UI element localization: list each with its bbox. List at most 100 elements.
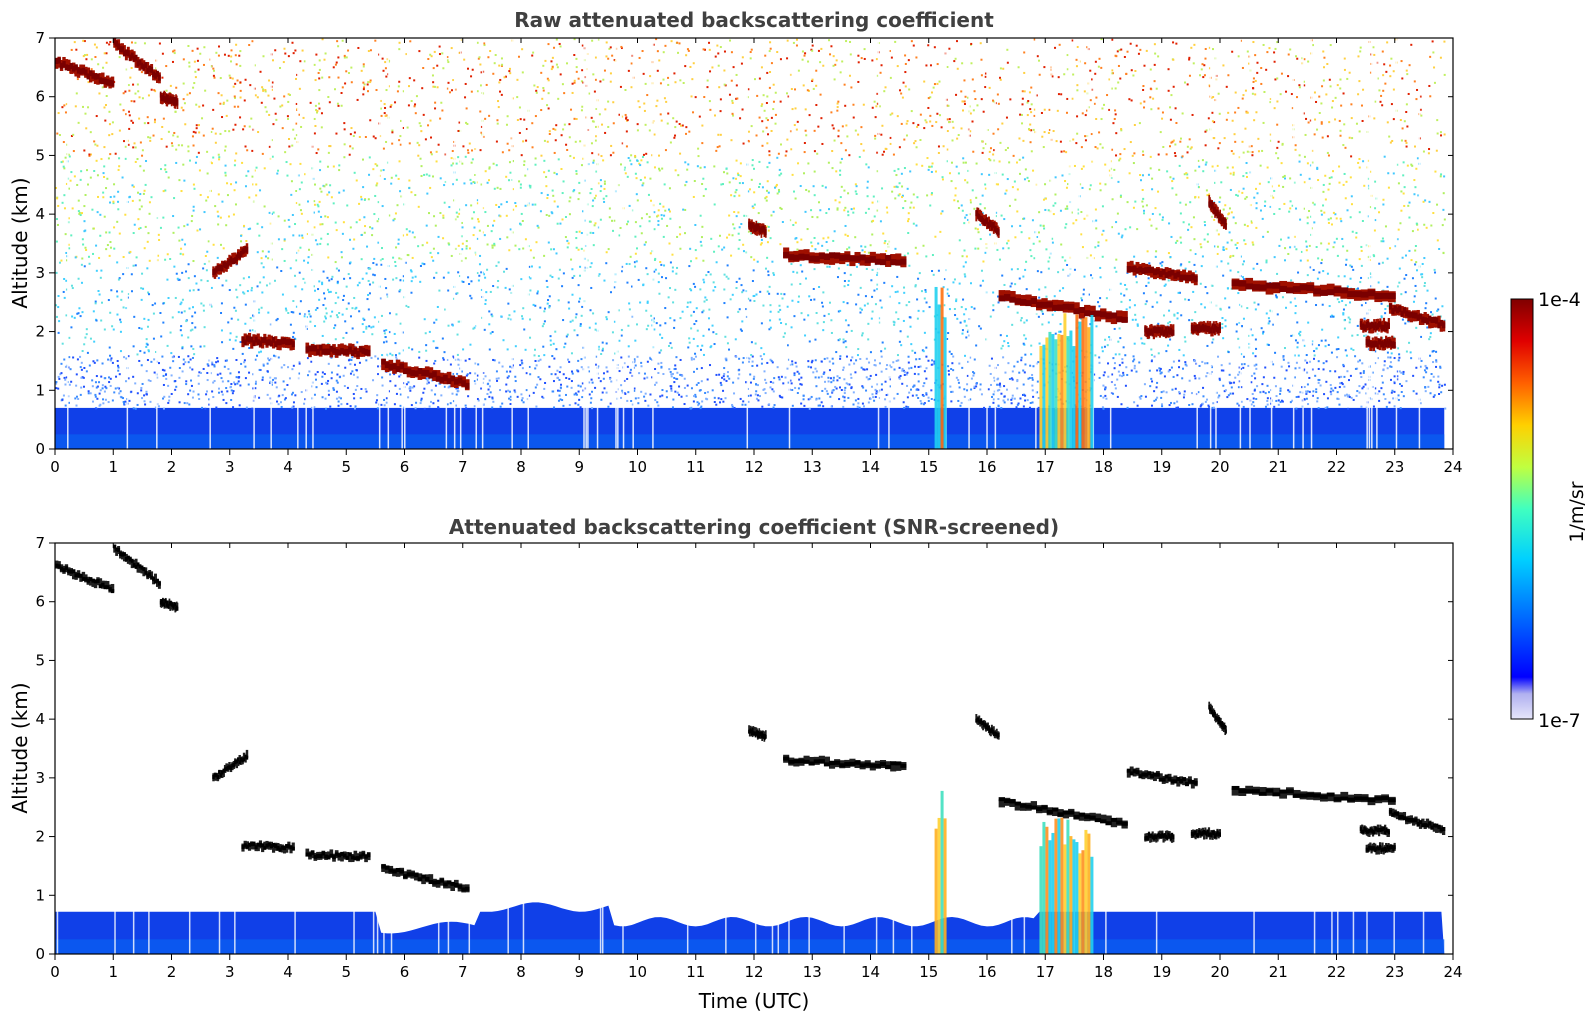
noise-pixel (637, 278, 640, 281)
noise-pixel (195, 155, 198, 158)
noise-pixel (1024, 399, 1027, 402)
noise-pixel (676, 266, 679, 269)
noise-pixel (109, 377, 112, 380)
noise-pixel (689, 260, 692, 263)
noise-pixel (702, 278, 705, 281)
noise-pixel (189, 389, 192, 392)
noise-pixel (1114, 387, 1117, 390)
noise-pixel (77, 210, 80, 213)
noise-pixel (958, 386, 961, 389)
noise-pixel (845, 346, 848, 349)
noise-pixel (661, 389, 664, 392)
noise-pixel (1111, 373, 1114, 376)
noise-pixel (104, 398, 107, 401)
noise-pixel (482, 403, 485, 406)
noise-pixel (373, 257, 376, 260)
noise-pixel (385, 340, 388, 343)
noise-pixel (109, 241, 112, 244)
noise-pixel (410, 404, 413, 407)
noise-pixel (243, 359, 246, 362)
noise-pixel (356, 385, 359, 388)
noise-pixel (491, 331, 494, 334)
noise-pixel (380, 247, 383, 250)
noise-pixel (1135, 370, 1138, 373)
noise-pixel (56, 223, 59, 226)
noise-pixel (1305, 249, 1308, 252)
noise-pixel (75, 404, 78, 407)
noise-pixel (703, 166, 706, 169)
noise-pixel (1413, 179, 1416, 182)
noise-pixel (381, 257, 384, 260)
noise-pixel (312, 211, 315, 214)
noise-pixel (204, 407, 207, 410)
noise-pixel (623, 379, 626, 382)
noise-pixel (731, 405, 734, 408)
noise-pixel (96, 174, 99, 177)
noise-pixel (184, 361, 187, 364)
noise-pixel (355, 369, 358, 372)
noise-pixel (652, 317, 655, 320)
noise-pixel (1198, 364, 1201, 367)
noise-pixel (724, 357, 727, 360)
noise-pixel (464, 257, 467, 260)
noise-pixel (802, 394, 805, 397)
noise-pixel (200, 302, 203, 305)
noise-pixel (525, 372, 528, 375)
noise-pixel (499, 405, 502, 408)
noise-pixel (304, 281, 307, 284)
noise-pixel (89, 176, 92, 179)
noise-pixel (290, 193, 293, 196)
noise-pixel (836, 276, 839, 279)
noise-pixel (636, 247, 639, 250)
noise-pixel (720, 398, 723, 401)
noise-pixel (1004, 371, 1007, 374)
noise-pixel (294, 394, 297, 397)
noise-pixel (1293, 376, 1296, 379)
noise-pixel (438, 289, 441, 292)
noise-pixel (1405, 274, 1408, 277)
noise-pixel (409, 385, 412, 388)
noise-pixel (1167, 279, 1170, 282)
noise-pixel (625, 262, 628, 265)
noise-pixel (1386, 351, 1389, 354)
noise-pixel (640, 232, 643, 235)
noise-pixel (735, 188, 738, 191)
noise-pixel (307, 310, 310, 313)
noise-pixel (1349, 277, 1352, 280)
noise-pixel (830, 405, 833, 408)
noise-pixel (128, 399, 131, 402)
noise-pixel (992, 304, 995, 307)
noise-pixel (1210, 365, 1213, 368)
noise-pixel (1062, 287, 1065, 290)
noise-pixel (843, 399, 846, 402)
noise-pixel (840, 185, 843, 188)
noise-pixel (455, 292, 458, 295)
noise-pixel (1343, 319, 1346, 322)
noise-pixel (321, 283, 324, 286)
noise-pixel (1001, 274, 1004, 277)
noise-pixel (493, 187, 496, 190)
noise-pixel (1344, 349, 1347, 352)
noise-pixel (764, 197, 767, 200)
noise-pixel (1407, 320, 1410, 323)
noise-pixel (1363, 317, 1366, 320)
noise-pixel (292, 405, 295, 408)
noise-pixel (399, 373, 402, 376)
noise-pixel (1175, 406, 1178, 409)
noise-pixel (1250, 374, 1253, 377)
noise-pixel (113, 195, 116, 198)
noise-pixel (116, 290, 119, 293)
noise-pixel (1321, 303, 1324, 306)
noise-pixel (902, 207, 905, 210)
noise-pixel (1417, 194, 1420, 197)
noise-pixel (975, 196, 978, 199)
noise-pixel (931, 162, 934, 165)
noise-pixel (1349, 216, 1352, 219)
noise-pixel (823, 314, 826, 317)
noise-pixel (653, 328, 656, 331)
noise-pixel (992, 309, 995, 312)
noise-pixel (972, 374, 975, 377)
noise-pixel (61, 342, 64, 345)
noise-pixel (917, 388, 920, 391)
noise-pixel (1233, 381, 1236, 384)
